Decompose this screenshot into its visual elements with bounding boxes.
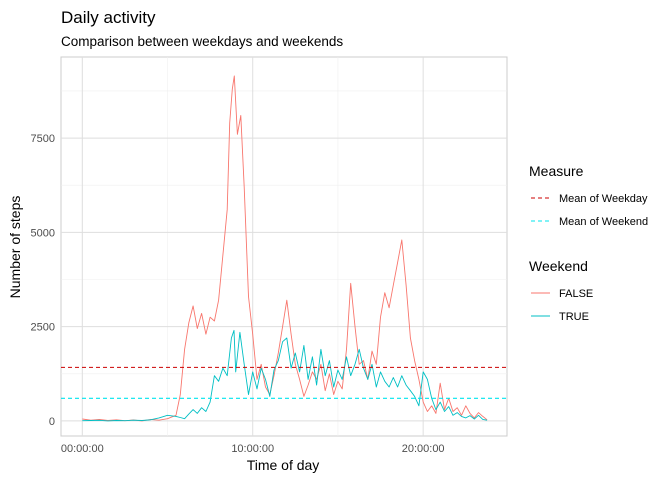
- y-tick-label: 0: [49, 416, 55, 428]
- y-tick-label: 7500: [31, 133, 55, 145]
- chart-title: Daily activity: [61, 8, 156, 27]
- x-axis-label: Time of day: [247, 457, 320, 473]
- plot-panel: 0 2500 5000 7500 00:00:00 10:00:00 20:00:00: [31, 56, 508, 455]
- series-line-true: [82, 329, 488, 422]
- legends: Measure Mean of Weekday Mean of Weekend Wee…: [529, 163, 648, 323]
- y-tick-label: 2500: [31, 322, 55, 334]
- legend-label: TRUE: [559, 311, 589, 323]
- y-tick-label: 5000: [31, 227, 55, 239]
- series-line-false: [82, 75, 488, 422]
- x-tick-label: 20:00:00: [402, 443, 445, 455]
- x-tick-label: 00:00:00: [61, 443, 104, 455]
- legend-label: FALSE: [559, 288, 593, 300]
- panel-border: [60, 56, 508, 437]
- x-tick-label: 10:00:00: [231, 443, 274, 455]
- legend-title: Weekend: [529, 258, 588, 274]
- legend-title: Measure: [529, 163, 584, 179]
- chart-subtitle: Comparison between weekdays and weekends: [61, 34, 343, 49]
- y-axis-label: Number of steps: [7, 196, 23, 299]
- legend-label: Mean of Weekday: [559, 193, 648, 205]
- legend-label: Mean of Weekend: [559, 216, 648, 228]
